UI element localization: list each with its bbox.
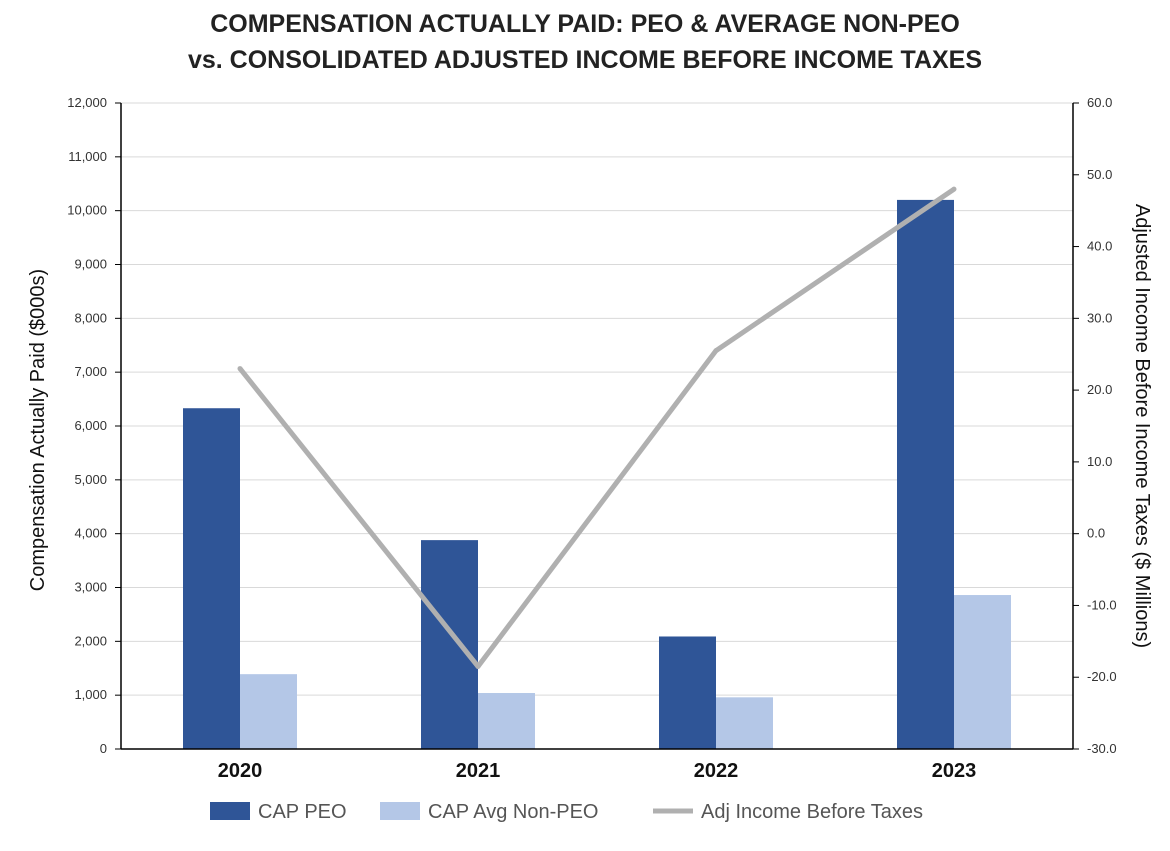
- y-tick-label-right: -20.0: [1087, 669, 1117, 684]
- x-axis-ticks: 2020 2021 2022 2023: [218, 760, 977, 782]
- legend-swatch-cap-peo: [210, 802, 250, 820]
- y-tick-label: 2,000: [74, 633, 107, 648]
- y-tick-label-right: 20.0: [1087, 382, 1112, 397]
- y-tick-label-right: 40.0: [1087, 239, 1112, 254]
- bar-cap-peo-2021: [421, 540, 478, 749]
- y-tick-label: 0: [100, 741, 107, 756]
- x-tick-label: 2022: [694, 760, 739, 782]
- y-tick-label-right: 60.0: [1087, 95, 1112, 110]
- x-tick-label: 2020: [218, 760, 263, 782]
- left-axis-ticks: 0 1,000 2,000 3,000 4,000 5,000 6,000 7,000 8,00…: [67, 95, 121, 756]
- y-tick-label: 8,000: [74, 310, 107, 325]
- legend-swatch-cap-avg-non-peo: [380, 802, 420, 820]
- income-point-2022: [713, 348, 719, 354]
- y-tick-label: 1,000: [74, 687, 107, 702]
- y-tick-label-right: 10.0: [1087, 454, 1112, 469]
- y-tick-label-right: -30.0: [1087, 741, 1117, 756]
- bar-cap-avg-non-peo-2022: [716, 697, 773, 749]
- legend: CAP PEO CAP Avg Non-PEO Adj Income Before …: [210, 801, 923, 823]
- y-tick-label: 12,000: [67, 95, 107, 110]
- right-axis-ticks: -30.0 -20.0 -10.0 0.0 10.0 20.0 30.0 40.0 50.0 60…: [1073, 95, 1117, 756]
- y-tick-label: 3,000: [74, 580, 107, 595]
- legend-label-cap-avg-non-peo: CAP Avg Non-PEO: [428, 801, 598, 823]
- y-tick-label: 10,000: [67, 203, 107, 218]
- y-tick-label-right: 50.0: [1087, 167, 1112, 182]
- y-axis-label: Compensation Actually Paid ($000s): [27, 269, 49, 591]
- legend-label-adj-income-before-taxes: Adj Income Before Taxes: [701, 801, 923, 823]
- y-tick-label: 4,000: [74, 526, 107, 541]
- bar-cap-avg-non-peo-2023: [954, 595, 1011, 749]
- y-tick-label-right: 0.0: [1087, 526, 1105, 541]
- bars: [183, 199, 1011, 749]
- x-tick-label: 2021: [456, 760, 501, 782]
- bar-cap-avg-non-peo-2021: [478, 693, 535, 749]
- y-tick-label: 5,000: [74, 472, 107, 487]
- bar-cap-peo-2020: [183, 408, 240, 749]
- income-point-2023: [951, 186, 957, 192]
- y-tick-label-right: 30.0: [1087, 310, 1112, 325]
- legend-label-cap-peo: CAP PEO: [258, 801, 347, 823]
- chart-title: COMPENSATION ACTUALLY PAID: PEO & AVERAG…: [210, 10, 960, 38]
- y-tick-label: 9,000: [74, 257, 107, 272]
- y-tick-label: 7,000: [74, 364, 107, 379]
- bar-cap-peo-2022: [659, 636, 716, 749]
- income-line-group: [237, 186, 957, 669]
- x-tick-label: 2023: [932, 760, 977, 782]
- chart-subtitle: vs. CONSOLIDATED ADJUSTED INCOME BEFORE …: [188, 46, 982, 74]
- y-tick-label: 11,000: [68, 149, 107, 164]
- bar-cap-peo-2023: [897, 199, 954, 749]
- y-tick-label-right: -10.0: [1087, 597, 1117, 612]
- income-line: [238, 187, 956, 669]
- y-axis-label-right: Adjusted Income Before Income Taxes ($ M…: [1131, 204, 1153, 648]
- income-point-2020: [237, 366, 243, 372]
- y-tick-label: 6,000: [74, 418, 107, 433]
- bar-cap-avg-non-peo-2020: [240, 674, 297, 749]
- income-point-2021: [475, 663, 481, 669]
